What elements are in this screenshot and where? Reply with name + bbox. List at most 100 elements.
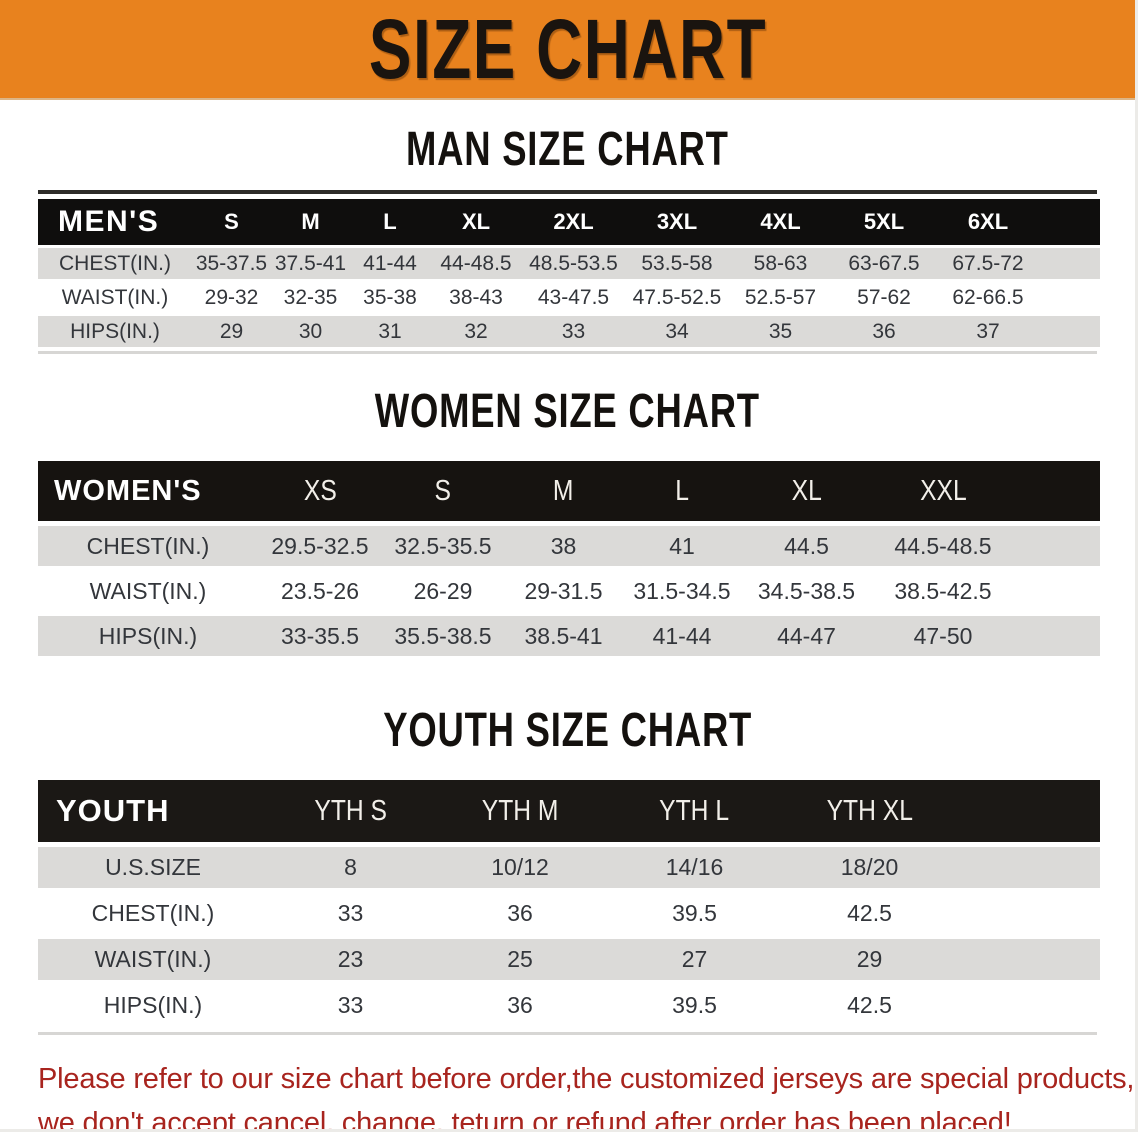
spacer-cell [957, 847, 1100, 888]
size-header-cell: S [192, 199, 271, 245]
row-label-cell: WAIST(IN.) [38, 282, 192, 313]
value-cell: 38-43 [430, 282, 522, 313]
value-cell: 27 [607, 939, 782, 980]
men-heading: MAN SIZE CHART [0, 126, 1135, 174]
spacer-cell [1014, 616, 1100, 656]
value-cell: 25 [433, 939, 607, 980]
spacer-cell [1040, 282, 1100, 313]
value-cell: 23.5-26 [258, 571, 382, 611]
women-table-wrap: WOMEN'S XS S M L XL XXL CHEST(IN.) 29.5-… [38, 456, 1100, 661]
value-cell: 34.5-38.5 [741, 571, 872, 611]
value-cell: 14/16 [607, 847, 782, 888]
spacer-cell [1014, 571, 1100, 611]
size-header-cell: S [382, 461, 504, 521]
row-label-cell: HIPS(IN.) [38, 985, 268, 1026]
size-header-text: YTH XL [826, 794, 913, 827]
value-cell: 35-38 [350, 282, 430, 313]
spacer-cell [1040, 199, 1100, 245]
row-label-cell: U.S.SIZE [38, 847, 268, 888]
size-header-cell: YTH L [607, 780, 782, 842]
value-cell: 29-32 [192, 282, 271, 313]
women-hips-row: HIPS(IN.) 33-35.5 35.5-38.5 38.5-41 41-4… [38, 616, 1100, 656]
value-cell: 10/12 [433, 847, 607, 888]
women-chest-row: CHEST(IN.) 29.5-32.5 32.5-35.5 38 41 44.… [38, 526, 1100, 566]
row-label-cell: WAIST(IN.) [38, 939, 268, 980]
youth-header-row: YOUTH YTH S YTH M YTH L YTH XL [38, 780, 1100, 842]
value-cell: 32-35 [271, 282, 350, 313]
value-cell: 41-44 [350, 248, 430, 279]
size-header-cell: XS [258, 461, 382, 521]
spacer-cell [957, 893, 1100, 934]
value-cell: 53.5-58 [625, 248, 729, 279]
row-label-cell: CHEST(IN.) [38, 248, 192, 279]
value-cell: 35 [729, 316, 832, 347]
size-header-cell: 2XL [522, 199, 625, 245]
banner: SIZE CHART [0, 0, 1135, 100]
youth-waist-row: WAIST(IN.) 23 25 27 29 [38, 939, 1100, 980]
value-cell: 44-48.5 [430, 248, 522, 279]
value-cell: 31.5-34.5 [623, 571, 741, 611]
size-header-text: XL [791, 474, 822, 507]
men-table-topline [38, 190, 1097, 194]
size-header-text: YTH L [659, 794, 730, 827]
size-header-text: S [434, 474, 452, 507]
value-cell: 29-31.5 [504, 571, 623, 611]
value-cell: 36 [433, 893, 607, 934]
value-cell: 29 [192, 316, 271, 347]
women-section: WOMEN SIZE CHART WOMEN'S XS S M L XL XXL [0, 388, 1135, 661]
size-header-cell: YTH S [268, 780, 433, 842]
value-cell: 26-29 [382, 571, 504, 611]
youth-size-table: YOUTH YTH S YTH M YTH L YTH XL U.S.SIZE … [38, 775, 1100, 1031]
size-header-text: YTH S [314, 794, 387, 827]
value-cell: 41 [623, 526, 741, 566]
value-cell: 38.5-41 [504, 616, 623, 656]
men-chest-row: CHEST(IN.) 35-37.5 37.5-41 41-44 44-48.5… [38, 248, 1100, 279]
page-title: SIZE CHART [368, 2, 767, 96]
value-cell: 29 [782, 939, 957, 980]
value-cell: 36 [433, 985, 607, 1026]
youth-hips-row: HIPS(IN.) 33 36 39.5 42.5 [38, 985, 1100, 1026]
size-header-cell: XXL [872, 461, 1014, 521]
value-cell: 32.5-35.5 [382, 526, 504, 566]
value-cell: 48.5-53.5 [522, 248, 625, 279]
value-cell: 34 [625, 316, 729, 347]
value-cell: 33-35.5 [258, 616, 382, 656]
value-cell: 39.5 [607, 985, 782, 1026]
youth-ussize-row: U.S.SIZE 8 10/12 14/16 18/20 [38, 847, 1100, 888]
men-header-row: MEN'S S M L XL 2XL 3XL 4XL 5XL 6XL [38, 199, 1100, 245]
value-cell: 52.5-57 [729, 282, 832, 313]
value-cell: 33 [268, 985, 433, 1026]
value-cell: 38.5-42.5 [872, 571, 1014, 611]
spacer-cell [1040, 248, 1100, 279]
men-waist-row: WAIST(IN.) 29-32 32-35 35-38 38-43 43-47… [38, 282, 1100, 313]
value-cell: 33 [522, 316, 625, 347]
spacer-cell [1040, 316, 1100, 347]
value-cell: 42.5 [782, 985, 957, 1026]
value-cell: 43-47.5 [522, 282, 625, 313]
row-label-cell: WAIST(IN.) [38, 571, 258, 611]
value-cell: 44.5-48.5 [872, 526, 1014, 566]
disclaimer-line-2: we don't accept cancel, change, teturn o… [38, 1107, 1012, 1132]
row-label-cell: HIPS(IN.) [38, 616, 258, 656]
men-size-table: MEN'S S M L XL 2XL 3XL 4XL 5XL 6XL [38, 196, 1100, 350]
value-cell: 58-63 [729, 248, 832, 279]
youth-heading-text: YOUTH SIZE CHART [383, 704, 752, 757]
value-cell: 37.5-41 [271, 248, 350, 279]
row-label-cell: CHEST(IN.) [38, 893, 268, 934]
row-label-cell: HIPS(IN.) [38, 316, 192, 347]
value-cell: 30 [271, 316, 350, 347]
men-table-wrap: MEN'S S M L XL 2XL 3XL 4XL 5XL 6XL [38, 190, 1100, 354]
women-heading: WOMEN SIZE CHART [0, 388, 1135, 436]
disclaimer: Please refer to our size chart before or… [38, 1057, 1134, 1132]
value-cell: 62-66.5 [936, 282, 1040, 313]
value-cell: 36 [832, 316, 936, 347]
value-cell: 47-50 [872, 616, 1014, 656]
men-table-bottomline [38, 351, 1097, 354]
row-label-cell: CHEST(IN.) [38, 526, 258, 566]
women-waist-row: WAIST(IN.) 23.5-26 26-29 29-31.5 31.5-34… [38, 571, 1100, 611]
size-header-text: YTH M [481, 794, 559, 827]
spacer-cell [1014, 461, 1100, 521]
value-cell: 31 [350, 316, 430, 347]
value-cell: 37 [936, 316, 1040, 347]
